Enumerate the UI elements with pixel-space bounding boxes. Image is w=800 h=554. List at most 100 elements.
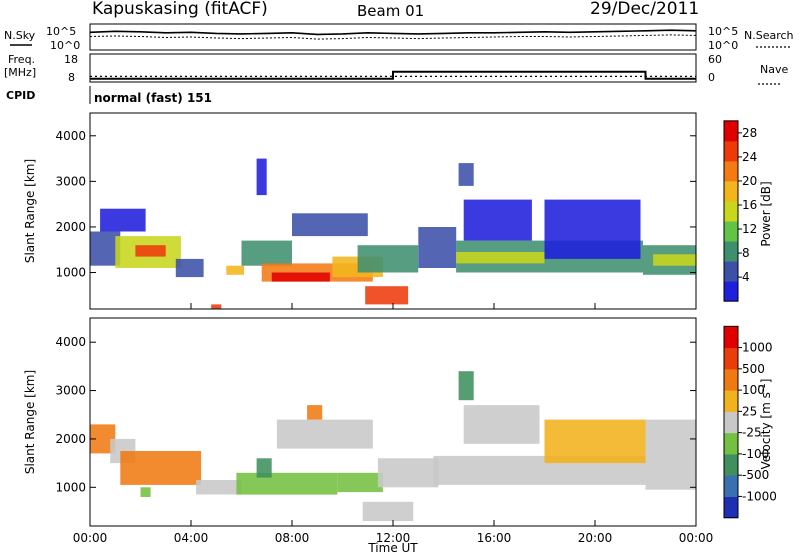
- data-region-17: [463, 199, 532, 241]
- data-region-8: [271, 272, 330, 282]
- power-heatmap: [90, 158, 696, 309]
- data-region-11: [292, 213, 368, 237]
- noise-tick-high-right: 10^5: [708, 25, 738, 38]
- colorbar-tick-label: -1000: [742, 489, 777, 503]
- freq-panel: Freq. [MHz] 18 8 60 0 Nave: [4, 53, 788, 85]
- data-region-16: [140, 487, 151, 497]
- xtick-label: 12:00: [376, 531, 411, 545]
- power-panel: 1000 2000 3000 4000 Slant Range [km] 4 8 12 16…: [23, 112, 773, 310]
- colorbar-swatch: [724, 432, 738, 455]
- nave-tick-high: 60: [708, 53, 722, 66]
- freq-label-line1: Freq.: [8, 53, 35, 66]
- data-region-6: [241, 240, 292, 266]
- noise-tick-low-right: 10^0: [708, 39, 738, 52]
- cpid-label: CPID: [6, 89, 35, 102]
- colorbar-swatch: [724, 241, 738, 262]
- colorbar-swatch: [724, 140, 738, 162]
- noise-series-nsearch: [89, 34, 697, 40]
- colorbar-frame: [723, 120, 739, 302]
- colorbar-swatch: [724, 347, 738, 370]
- velocity-axis: 1000 2000 3000 4000 00:00 04:00 08:00 12:00 16:0…: [55, 335, 713, 545]
- colorbar-swatch: [724, 390, 738, 412]
- colorbar-swatch: [724, 160, 738, 182]
- noise-panel: N.Sky 10^5 10^0 10^5 10^0 N.Search: [4, 23, 794, 52]
- data-region-14: [645, 419, 696, 490]
- ytick-label: 1000: [55, 480, 86, 494]
- colorbar-tick-label: 100: [742, 383, 765, 397]
- xtick-label: 16:00: [477, 531, 512, 545]
- colorbar-swatch: [724, 261, 738, 282]
- colorbar-swatch: [724, 281, 738, 302]
- colorbar-swatch: [724, 180, 738, 202]
- cpid-value: normal (fast) 151: [94, 91, 212, 105]
- ytick-label: 2000: [55, 432, 86, 446]
- colorbar-tick-label: 1000: [742, 341, 773, 355]
- data-region-10: [377, 458, 439, 488]
- station-title: Kapuskasing (fitACF): [92, 0, 268, 19]
- data-region-21: [458, 163, 474, 186]
- colorbar-frame: [723, 325, 739, 519]
- data-region-5: [226, 265, 244, 275]
- data-region-4: [175, 258, 204, 278]
- data-region-14: [418, 227, 457, 268]
- power-colorbar-label: Power [dB]: [759, 181, 773, 246]
- colorbar-tick-label: 25: [742, 404, 757, 418]
- colorbar-tick-label: 16: [742, 198, 757, 212]
- colorbar-tick-label: 4: [742, 270, 750, 284]
- freq-label-line2: [MHz]: [4, 66, 36, 79]
- colorbar-swatch: [724, 368, 738, 391]
- data-region-12: [463, 405, 540, 444]
- colorbar-tick-label: -500: [742, 468, 769, 482]
- data-region-15: [458, 371, 474, 401]
- noise-series-group: [89, 29, 697, 40]
- nsearch-label: N.Search: [744, 29, 794, 42]
- data-region-10: [365, 286, 409, 305]
- colorbar-tick-label: -100: [742, 447, 769, 461]
- date-title: 29/Dec/2011: [590, 0, 699, 19]
- data-region-13: [357, 245, 419, 273]
- data-region-2: [120, 451, 202, 485]
- data-region-18: [544, 199, 641, 259]
- freq-tick-high: 18: [64, 53, 78, 66]
- beam-title: Beam 01: [357, 2, 424, 20]
- velocity-colorbar: 1000 500 100 25 -25 -100 -500 -1000: [723, 325, 777, 519]
- ytick-label: 2000: [55, 220, 86, 234]
- xtick-label: 00:00: [73, 531, 108, 545]
- data-region-4: [236, 472, 338, 495]
- freq-frame: [89, 53, 697, 83]
- xtick-label: 08:00: [275, 531, 310, 545]
- noise-series-nsky: [89, 29, 697, 36]
- colorbar-swatch: [724, 326, 738, 349]
- data-region-16: [456, 252, 545, 264]
- data-region-13: [544, 419, 646, 464]
- ytick-label: 3000: [55, 174, 86, 188]
- colorbar-swatch: [724, 496, 738, 519]
- power-axis: 1000 2000 3000 4000: [55, 129, 697, 309]
- data-region-3: [196, 480, 242, 495]
- colorbar-tick-label: 8: [742, 246, 750, 260]
- data-region-8: [307, 405, 323, 420]
- velocity-ylabel: Slant Range [km]: [23, 370, 37, 474]
- noise-frame: [89, 23, 697, 51]
- freq-tick-low: 8: [68, 71, 75, 84]
- colorbar-swatch: [724, 120, 738, 142]
- velocity-heatmap: [90, 371, 696, 522]
- xaxis-label: Time UT: [367, 541, 418, 554]
- xtick-label: 00:00: [679, 531, 714, 545]
- colorbar-swatch: [724, 453, 738, 476]
- colorbar-tick-label: 12: [742, 222, 757, 236]
- colorbar-swatch: [724, 475, 738, 497]
- data-region-3: [100, 208, 146, 232]
- ytick-label: 3000: [55, 384, 86, 398]
- power-ylabel: Slant Range [km]: [23, 159, 37, 263]
- colorbar-tick-label: 28: [742, 126, 757, 140]
- nave-series-line: [90, 70, 696, 80]
- colorbar-swatch: [724, 221, 738, 242]
- colorbar-swatch: [724, 201, 738, 222]
- ytick-label: 4000: [55, 335, 86, 349]
- ytick-label: 1000: [55, 266, 86, 280]
- data-region-12: [256, 158, 267, 196]
- nsky-label: N.Sky: [4, 29, 36, 42]
- data-region-2: [135, 245, 166, 257]
